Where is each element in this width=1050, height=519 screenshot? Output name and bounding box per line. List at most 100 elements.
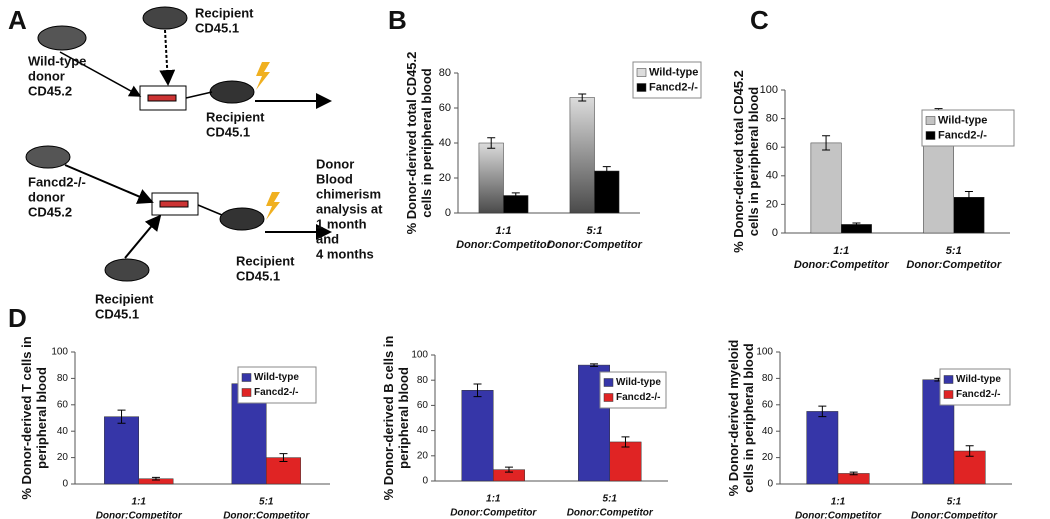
- diagram-label: Recipient: [195, 5, 254, 20]
- diagram-label: CD45.2: [28, 204, 72, 219]
- y-tick-label: 40: [57, 426, 69, 437]
- y-tick-label: 0: [422, 476, 428, 487]
- arrow: [185, 91, 213, 99]
- arrow: [64, 164, 154, 204]
- legend-box: [632, 61, 702, 99]
- y-tick-label: 100: [756, 347, 773, 358]
- bar: [461, 390, 494, 482]
- legend-label: Wild-type: [254, 372, 299, 383]
- error-bar: [117, 409, 126, 424]
- y-axis-label: % Donor-derived total CD45.2: [731, 70, 746, 253]
- x-tick-label: 1:1: [833, 245, 849, 257]
- y-tick-label: 60: [762, 399, 774, 410]
- y-axis-label: cells in peripheral blood: [746, 87, 761, 237]
- x-tick-label: Donor:Competitor: [795, 511, 882, 519]
- diagram-label: and: [316, 231, 339, 246]
- diagram-label: Fancd2-/-: [28, 174, 86, 189]
- legend-swatch: [925, 116, 936, 125]
- error-bar: [487, 137, 496, 149]
- legend-swatch: [241, 388, 252, 397]
- mouse: [104, 258, 150, 282]
- legend-label: Wild-type: [649, 66, 698, 78]
- y-tick-label: 80: [766, 113, 778, 125]
- diagram-label: CD45.1: [236, 268, 280, 283]
- x-tick-label: Donor:Competitor: [794, 259, 889, 271]
- error-bar: [849, 471, 858, 476]
- y-tick-label: 100: [411, 350, 428, 361]
- diagram-label: CD45.2: [28, 83, 72, 98]
- y-tick-label: 20: [762, 452, 774, 463]
- x-tick-label: 1:1: [486, 494, 501, 505]
- diagram-label: Donor: [316, 156, 354, 171]
- lightning: [256, 62, 270, 90]
- bar: [609, 441, 642, 482]
- legend-label: Wild-type: [616, 377, 661, 388]
- y-tick-label: 60: [439, 102, 451, 114]
- diagram-label: Recipient: [236, 253, 295, 268]
- legend-box: [939, 368, 1011, 406]
- bar: [806, 411, 839, 485]
- legend-label: Fancd2-/-: [616, 392, 660, 403]
- mouse: [25, 145, 71, 169]
- x-tick-label: Donor:Competitor: [906, 259, 1001, 271]
- mouse: [142, 6, 188, 30]
- legend-label: Wild-type: [956, 374, 1001, 385]
- error-bar: [818, 405, 827, 418]
- x-tick-label: Donor:Competitor: [456, 239, 551, 251]
- x-tick-label: Donor:Competitor: [96, 511, 183, 519]
- legend-swatch: [603, 378, 614, 387]
- diagram-label: CD45.1: [95, 306, 139, 321]
- y-tick-label: 40: [439, 137, 451, 149]
- diagram-label: 4 months: [316, 246, 374, 261]
- x-tick-label: 5:1: [259, 497, 274, 508]
- arrow: [124, 214, 162, 259]
- bar: [594, 170, 620, 214]
- legend-swatch: [636, 68, 647, 77]
- y-axis-label: peripheral blood: [396, 367, 411, 469]
- syringe: [147, 94, 177, 102]
- bar: [104, 416, 139, 485]
- legend-label: Fancd2-/-: [649, 81, 698, 93]
- y-axis-label: % Donor-derived total CD45.2: [404, 52, 419, 235]
- y-axis-label: peripheral blood: [34, 367, 49, 469]
- x-tick-label: 5:1: [587, 225, 603, 237]
- legend-swatch: [925, 131, 936, 140]
- x-tick-label: 1:1: [831, 497, 846, 508]
- panel-label: D: [8, 303, 27, 333]
- bar: [478, 142, 504, 214]
- y-axis-label: cells in peripheral blood: [741, 343, 756, 493]
- diagram-label: CD45.1: [195, 20, 239, 35]
- bar: [569, 97, 595, 214]
- mouse: [219, 207, 265, 231]
- error-bar: [822, 135, 831, 151]
- x-tick-label: 1:1: [496, 225, 512, 237]
- error-bar: [578, 93, 587, 102]
- legend-box: [599, 371, 667, 409]
- diagram-label: Blood: [316, 171, 353, 186]
- mouse: [209, 80, 255, 104]
- y-tick-label: 60: [766, 141, 778, 153]
- diagram: [25, 6, 332, 282]
- y-tick-label: 20: [57, 452, 69, 463]
- x-tick-label: Donor:Competitor: [547, 239, 642, 251]
- y-tick-label: 0: [772, 227, 778, 239]
- legend-swatch: [603, 393, 614, 402]
- diagram-label: Recipient: [95, 291, 154, 306]
- error-bar: [511, 192, 520, 199]
- legend-swatch: [636, 83, 647, 92]
- x-tick-label: Donor:Competitor: [567, 508, 654, 519]
- y-tick-label: 0: [445, 207, 451, 219]
- diagram-label: donor: [28, 189, 65, 204]
- y-tick-label: 60: [57, 399, 69, 410]
- legend-label: Fancd2-/-: [254, 387, 298, 398]
- legend-box: [921, 109, 1015, 147]
- y-tick-label: 0: [62, 479, 68, 490]
- error-bar: [590, 363, 599, 367]
- x-tick-label: 5:1: [946, 245, 962, 257]
- x-tick-label: 5:1: [603, 494, 618, 505]
- x-tick-label: 5:1: [947, 497, 962, 508]
- diagram-label: CD45.1: [206, 124, 250, 139]
- syringe: [159, 200, 189, 208]
- y-tick-label: 20: [439, 172, 451, 184]
- mouse: [37, 25, 87, 51]
